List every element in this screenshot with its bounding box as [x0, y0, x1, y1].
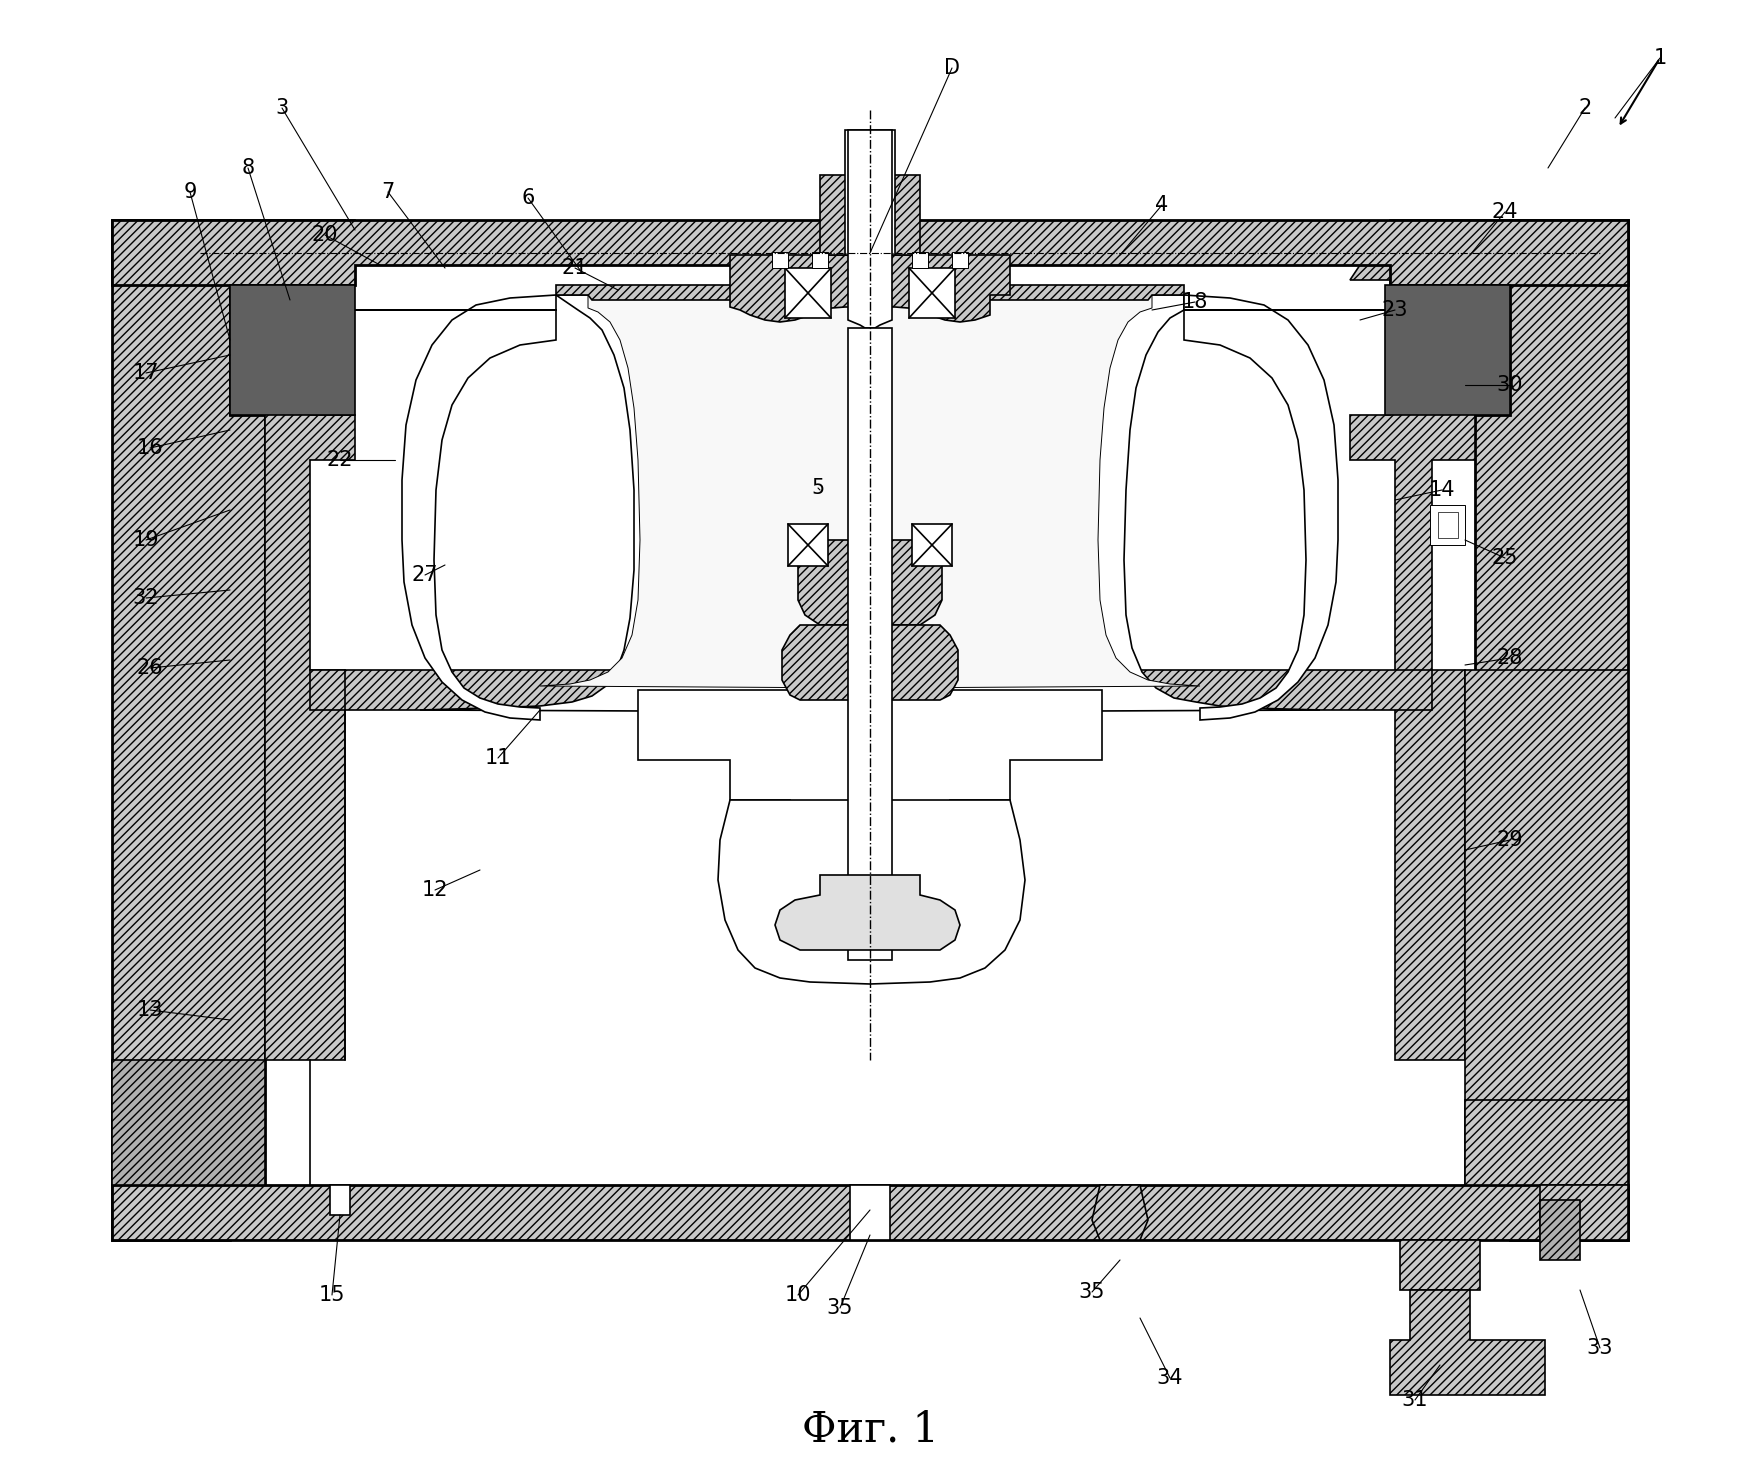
Polygon shape	[820, 175, 921, 254]
Polygon shape	[111, 1060, 266, 1185]
Text: 29: 29	[1497, 830, 1523, 850]
Polygon shape	[771, 251, 789, 268]
Text: 32: 32	[132, 589, 160, 608]
Polygon shape	[111, 1185, 1628, 1239]
Polygon shape	[848, 130, 893, 328]
Polygon shape	[1400, 1239, 1480, 1290]
Polygon shape	[1475, 220, 1628, 1239]
Text: 16: 16	[137, 438, 163, 458]
Polygon shape	[1464, 1100, 1628, 1185]
Text: 18: 18	[1181, 291, 1209, 312]
Polygon shape	[1541, 1185, 1628, 1239]
Polygon shape	[912, 524, 952, 566]
Polygon shape	[1384, 285, 1509, 416]
Polygon shape	[330, 1185, 349, 1216]
Polygon shape	[785, 268, 830, 318]
Text: 24: 24	[1492, 203, 1518, 222]
Text: 26: 26	[137, 658, 163, 677]
Text: 6: 6	[521, 188, 535, 209]
Polygon shape	[229, 220, 354, 1060]
Text: 31: 31	[1402, 1390, 1428, 1409]
Polygon shape	[354, 294, 556, 720]
Polygon shape	[1350, 220, 1509, 1060]
Polygon shape	[540, 294, 1200, 688]
Text: 3: 3	[276, 98, 288, 118]
Text: 28: 28	[1497, 648, 1523, 669]
Text: 11: 11	[485, 748, 511, 768]
Polygon shape	[797, 540, 941, 626]
Polygon shape	[717, 800, 1025, 984]
Text: 30: 30	[1497, 376, 1523, 395]
Text: 19: 19	[132, 529, 160, 550]
Polygon shape	[1464, 670, 1628, 1185]
Text: Фиг. 1: Фиг. 1	[801, 1409, 938, 1451]
Text: 20: 20	[311, 225, 339, 246]
Polygon shape	[111, 220, 1628, 285]
Polygon shape	[730, 254, 1009, 322]
Text: 14: 14	[1430, 481, 1456, 500]
Text: 10: 10	[785, 1285, 811, 1304]
Polygon shape	[556, 285, 1185, 300]
Text: 1: 1	[1654, 47, 1666, 68]
Text: 5: 5	[811, 478, 825, 498]
Text: 35: 35	[1079, 1282, 1105, 1302]
Text: 7: 7	[382, 182, 394, 203]
Text: 23: 23	[1381, 300, 1409, 319]
Text: 34: 34	[1157, 1368, 1183, 1387]
Polygon shape	[775, 876, 961, 950]
Polygon shape	[637, 691, 1101, 830]
Text: 13: 13	[137, 1000, 163, 1021]
Text: 22: 22	[327, 450, 353, 470]
Polygon shape	[848, 328, 893, 960]
Polygon shape	[1438, 512, 1457, 538]
Polygon shape	[1185, 294, 1384, 720]
Polygon shape	[309, 670, 1431, 740]
Text: 35: 35	[827, 1299, 853, 1318]
Text: 4: 4	[1155, 195, 1169, 214]
Polygon shape	[782, 626, 959, 700]
Text: 17: 17	[132, 362, 160, 383]
Text: 33: 33	[1588, 1338, 1614, 1358]
Text: 21: 21	[561, 257, 589, 278]
Polygon shape	[1430, 504, 1464, 544]
Text: 27: 27	[412, 565, 438, 586]
Text: 25: 25	[1492, 549, 1518, 568]
Polygon shape	[811, 251, 829, 268]
Polygon shape	[420, 294, 1320, 711]
Polygon shape	[1093, 1185, 1148, 1239]
Polygon shape	[1541, 1199, 1581, 1260]
Polygon shape	[1390, 1290, 1544, 1395]
Text: 15: 15	[320, 1285, 346, 1304]
Text: 12: 12	[422, 880, 448, 901]
Text: 8: 8	[241, 158, 255, 177]
Polygon shape	[908, 268, 955, 318]
Text: D: D	[943, 58, 961, 78]
Polygon shape	[849, 1185, 889, 1239]
Polygon shape	[229, 285, 354, 416]
Polygon shape	[111, 220, 266, 1239]
Polygon shape	[844, 130, 895, 254]
Polygon shape	[789, 524, 829, 566]
Text: 9: 9	[184, 182, 196, 203]
Polygon shape	[952, 251, 968, 268]
Text: 2: 2	[1579, 98, 1591, 118]
Polygon shape	[912, 251, 928, 268]
